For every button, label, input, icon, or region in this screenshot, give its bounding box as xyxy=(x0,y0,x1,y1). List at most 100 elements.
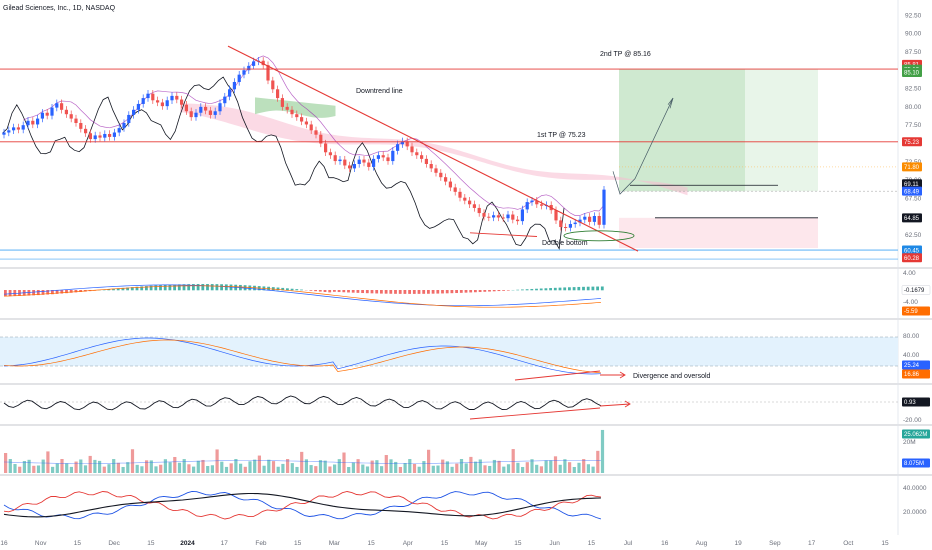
volume-bar xyxy=(591,466,595,473)
price-tick: 87.50 xyxy=(905,49,922,56)
volume-bar xyxy=(234,459,238,473)
candle xyxy=(458,188,462,202)
adx-line xyxy=(3,492,601,518)
candle-body xyxy=(540,204,544,206)
candle-body xyxy=(530,200,534,203)
volume-bar xyxy=(135,464,139,473)
candle xyxy=(588,213,592,226)
divergence-arrowhead xyxy=(619,371,626,379)
price-badge-bg xyxy=(902,67,922,77)
candle xyxy=(64,106,68,118)
volume-bar xyxy=(253,459,257,473)
candle-body xyxy=(501,217,505,219)
macd-bar xyxy=(8,290,12,297)
macd-bar xyxy=(182,284,186,291)
lagging-span xyxy=(2,76,565,250)
candle-body xyxy=(391,150,395,162)
candle-body xyxy=(444,177,448,182)
volume-bar xyxy=(145,460,149,473)
candle-body xyxy=(362,159,366,163)
macd-bar xyxy=(403,290,407,294)
price-tick: 62.50 xyxy=(905,232,922,239)
time-tick: 17 xyxy=(808,540,816,547)
macd-bar xyxy=(55,290,59,294)
candle-body xyxy=(189,111,193,118)
pane-badge-bg xyxy=(902,458,930,468)
volume-bar xyxy=(422,461,426,473)
candle xyxy=(434,164,438,177)
volume-bar xyxy=(563,459,567,473)
volume-bar xyxy=(74,461,78,473)
macd-bar xyxy=(281,287,285,291)
macd-bar xyxy=(553,287,557,291)
pane-tick: -20.00 xyxy=(903,417,922,424)
candle xyxy=(175,92,179,104)
macd-bar xyxy=(417,290,421,294)
candle xyxy=(444,173,448,186)
candle-body xyxy=(578,219,582,223)
candle xyxy=(410,142,414,156)
volume-bar xyxy=(488,465,492,473)
candle-body xyxy=(261,60,265,66)
divergence-label: Divergence and oversold xyxy=(633,373,711,380)
price-badge-bg xyxy=(902,162,922,172)
candle-body xyxy=(304,121,308,125)
macd-bar xyxy=(450,290,454,294)
volume-bar xyxy=(93,459,97,473)
volume-bar xyxy=(83,465,88,473)
candle-body xyxy=(45,112,49,116)
pane-badge-label: 25.24 xyxy=(904,363,920,369)
macd-bar xyxy=(380,290,383,294)
macd-bar xyxy=(318,290,322,292)
macd-bar xyxy=(121,287,125,291)
volume-bar xyxy=(511,449,515,473)
pane-badge-bg xyxy=(902,360,930,370)
volume-bar xyxy=(22,461,26,473)
pane-tick: 20M xyxy=(903,439,916,446)
volume-bar xyxy=(445,461,449,473)
price-badge: 75.23 xyxy=(902,137,922,147)
volume-bar xyxy=(177,462,182,473)
candles xyxy=(2,57,606,232)
macd-bar xyxy=(276,287,280,291)
macd-bar xyxy=(436,290,440,294)
volume-bar xyxy=(553,456,558,473)
candle-body xyxy=(372,158,376,167)
candle-body xyxy=(554,210,558,221)
volume-bar xyxy=(492,459,496,473)
volume-bar xyxy=(375,460,379,473)
volume-bar xyxy=(201,459,205,473)
volume-bar xyxy=(116,462,120,473)
macd-bar xyxy=(394,290,397,294)
candle xyxy=(367,158,371,171)
candle-body xyxy=(151,93,155,101)
macd-bar xyxy=(210,284,214,291)
macd-bar xyxy=(323,290,327,292)
macd-bar xyxy=(337,290,341,293)
pane-tick: 4.00 xyxy=(903,270,916,277)
candle xyxy=(45,109,49,120)
macd-bar xyxy=(563,287,567,291)
volume-bar xyxy=(220,461,224,473)
volume-bar xyxy=(154,466,158,473)
macd-bar xyxy=(215,284,219,291)
candle-body xyxy=(516,219,520,222)
candle-body xyxy=(420,155,424,159)
volume-bar xyxy=(130,449,135,473)
macd-bar xyxy=(459,290,463,293)
indicator-lines xyxy=(2,55,605,250)
volume-bar xyxy=(206,465,210,473)
volume-bar xyxy=(69,466,73,473)
volume-bar xyxy=(187,464,191,473)
candle xyxy=(132,106,136,119)
pane-tick: 20.0000 xyxy=(903,509,927,516)
volume-bar xyxy=(46,451,50,473)
price-badge: 60.28 xyxy=(902,253,922,263)
candle xyxy=(482,209,486,221)
volume-bar xyxy=(497,460,501,473)
volume-bar xyxy=(121,466,125,473)
macd-bar xyxy=(145,286,148,291)
candle-body xyxy=(237,74,241,82)
candle-body xyxy=(348,165,352,169)
